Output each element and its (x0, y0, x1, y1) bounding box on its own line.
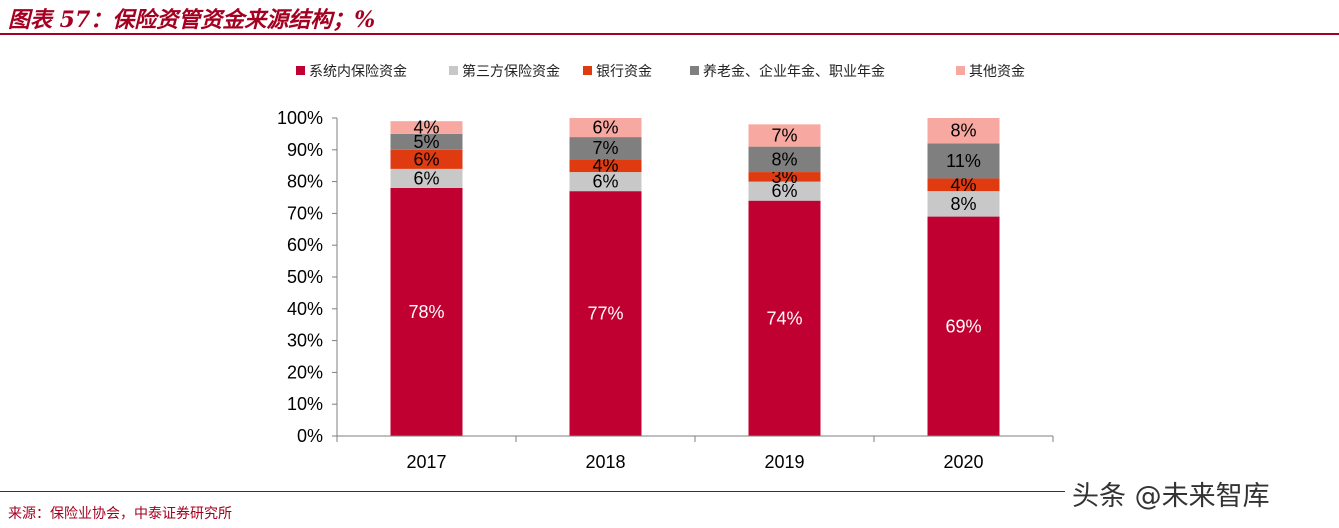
data-label: 74% (766, 308, 802, 328)
data-label: 8% (771, 149, 797, 169)
y-tick-label: 50% (287, 267, 323, 287)
bar-segment (748, 200, 821, 436)
legend-swatch (956, 66, 965, 75)
data-label: 6% (592, 118, 618, 138)
bar-segment (748, 172, 821, 182)
bar-segment (390, 133, 463, 150)
y-tick-label: 20% (287, 362, 323, 382)
y-tick-label: 100% (277, 108, 323, 128)
source-note: 来源：保险业协会，中泰证券研究所 (8, 506, 232, 522)
bar-segment (748, 181, 821, 201)
x-tick-label: 2017 (406, 452, 446, 472)
watermark: 头条 @未来智库 (1072, 481, 1270, 512)
data-label: 7% (592, 138, 618, 158)
y-tick-label: 30% (287, 331, 323, 351)
bar-segment (927, 191, 1000, 217)
bar-segment (748, 146, 821, 173)
data-label: 8% (950, 121, 976, 141)
legend-label: 其他资金 (969, 64, 1025, 80)
legend-label: 第三方保险资金 (462, 63, 560, 80)
footer-divider (0, 491, 1065, 492)
bar-segment (927, 178, 1000, 192)
legend-swatch (296, 66, 305, 75)
data-label: 6% (413, 168, 439, 188)
data-label: 77% (587, 304, 623, 324)
bar-segment (569, 118, 642, 138)
y-tick-label: 60% (287, 235, 323, 255)
legend-swatch (449, 66, 458, 75)
legend-swatch (690, 66, 699, 75)
chart-legend: 系统内保险资金 第三方保险资金 银行资金 养老金、企业年金、职业年金 其他资金 (296, 63, 1025, 80)
data-label: 6% (771, 181, 797, 201)
bar-segment (748, 124, 821, 147)
y-tick-label: 0% (297, 426, 323, 446)
bar-segment (569, 172, 642, 192)
bar-segment (927, 143, 1000, 179)
x-tick-label: 2018 (585, 452, 625, 472)
data-label: 69% (945, 316, 981, 336)
data-label: 4% (413, 118, 439, 138)
data-label: 5% (413, 132, 439, 152)
bar-segment (927, 216, 1000, 436)
y-tick-label: 10% (287, 394, 323, 414)
bar-segment (390, 121, 463, 134)
y-tick-label: 90% (287, 140, 323, 160)
bar-segment (390, 168, 463, 188)
legend-label: 系统内保险资金 (309, 64, 407, 80)
chart-bars: 78%6%6%5%4%77%6%4%7%6%74%6%3%8%7%69%8%4%… (390, 118, 1000, 436)
figure-title: 图表 57：保险资管资金来源结构；% (8, 7, 376, 33)
chart-axes: 0% 10% 20% 30% 40% 50% 60% 70% 80% 90% 100% 2017 201… (277, 108, 1054, 472)
legend-swatch (583, 66, 592, 75)
x-tick-label: 2020 (943, 452, 983, 472)
bar-segment (390, 149, 463, 169)
bar-segment (569, 137, 642, 160)
y-tick-label: 70% (287, 203, 323, 223)
data-label: 78% (408, 302, 444, 322)
data-label: 6% (592, 172, 618, 192)
bar-segment (569, 159, 642, 173)
title-divider (0, 33, 1339, 35)
data-label: 6% (413, 149, 439, 169)
data-label: 7% (771, 125, 797, 145)
bar-segment (390, 187, 463, 436)
legend-label: 养老金、企业年金、职业年金 (703, 63, 885, 80)
bar-segment (927, 118, 1000, 144)
data-label: 11% (946, 151, 981, 171)
bar-segment (569, 191, 642, 436)
legend-label: 银行资金 (596, 64, 652, 80)
data-label: 8% (950, 194, 976, 214)
y-tick-label: 40% (287, 299, 323, 319)
y-tick-label: 80% (287, 172, 323, 192)
x-tick-label: 2019 (764, 452, 804, 472)
data-label: 4% (592, 156, 618, 176)
data-label: 4% (950, 175, 976, 195)
